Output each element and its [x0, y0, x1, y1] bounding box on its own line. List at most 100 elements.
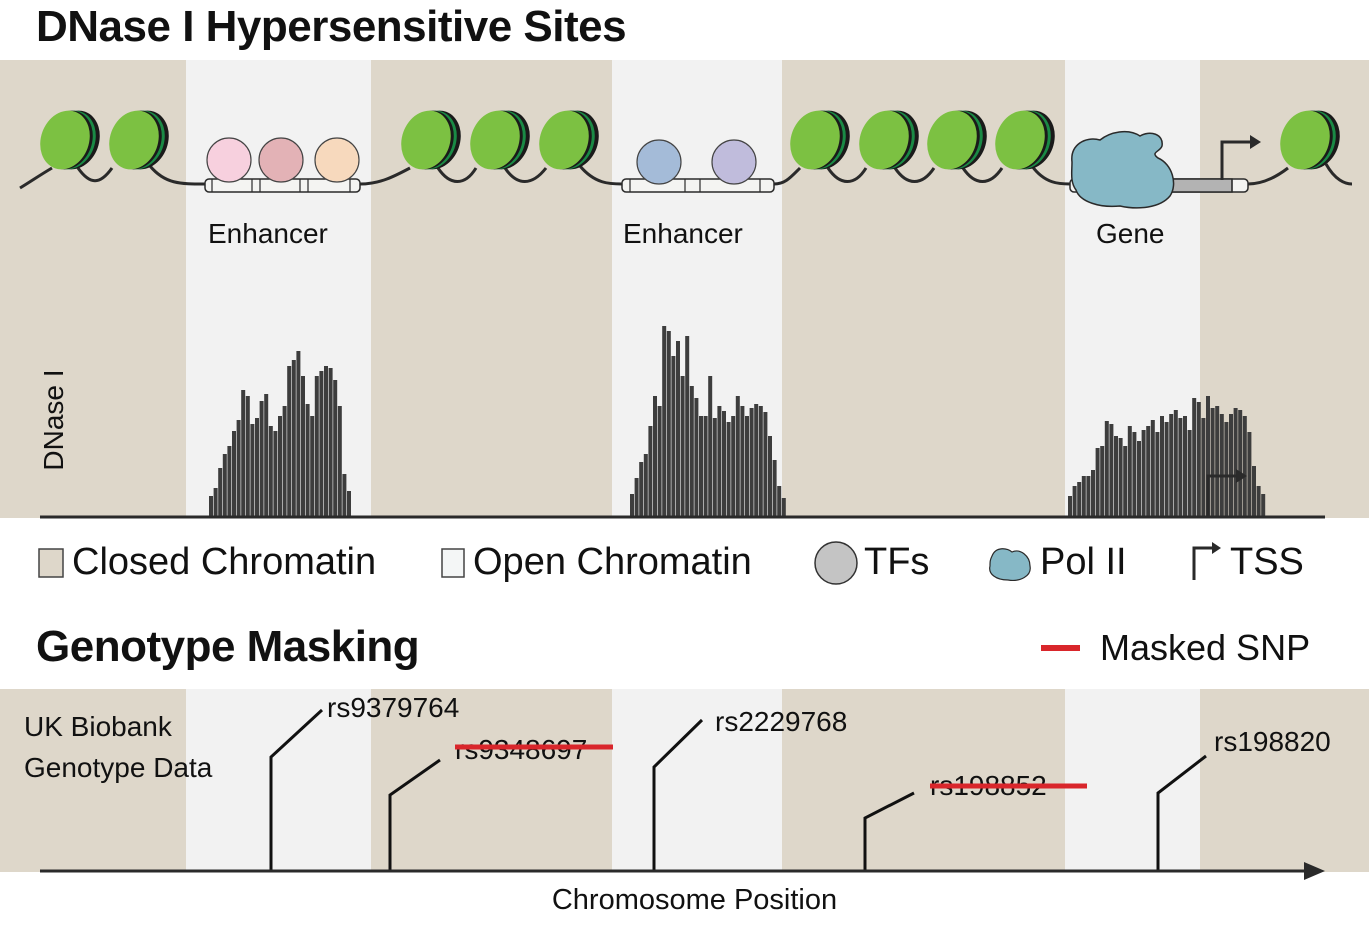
dnase-bar — [1173, 410, 1178, 516]
dnase-bar — [1192, 398, 1197, 516]
dnase-bar — [1229, 414, 1233, 516]
dnase-bar — [314, 376, 319, 516]
dnase-bar — [1081, 476, 1086, 516]
dnase-bar — [666, 331, 671, 516]
legend-polii-label: Pol II — [1040, 541, 1127, 583]
tss-arrow-icon — [1220, 140, 1252, 180]
snp-label: rs9379764 — [327, 692, 460, 723]
closed-region — [0, 689, 186, 872]
nucleosome-icon — [927, 110, 987, 170]
dnase-bar — [268, 426, 273, 516]
dnase-bar — [232, 431, 236, 516]
dnase-bar — [1132, 432, 1137, 516]
snp-stem — [1156, 754, 1207, 871]
dnase-bar — [694, 398, 699, 516]
dnase-bar — [768, 436, 772, 516]
genotype-track-label-line1: UK Biobank — [24, 711, 172, 742]
legend-open-swatch — [441, 548, 465, 578]
nucleosome-icon — [1280, 110, 1340, 170]
dnase-bar — [236, 420, 241, 516]
dnase-bar — [1238, 410, 1243, 516]
dnase-bar — [1164, 422, 1169, 516]
dnase-bar — [1123, 446, 1128, 516]
masked-snp-legend-label: Masked SNP — [1100, 627, 1311, 668]
open-dna-segment — [621, 178, 775, 193]
dnase-bar — [708, 376, 713, 516]
nucleosome-icon — [40, 110, 100, 170]
tf-icon — [636, 139, 682, 185]
region-label-gene: Gene — [1096, 218, 1165, 249]
dnase-bar — [1183, 416, 1187, 516]
dnase-bar — [319, 371, 324, 516]
dnase-bar — [1233, 408, 1238, 516]
closed-region — [782, 689, 1065, 872]
dnase-bar — [1155, 432, 1160, 516]
dnase-bar — [1104, 421, 1109, 516]
dnase-bar — [685, 336, 690, 516]
nucleosome-icon — [470, 110, 530, 170]
dnase-bar — [657, 406, 662, 516]
dnase-bar — [662, 326, 667, 516]
dnase-bar — [648, 426, 653, 516]
snp-stem — [269, 708, 324, 871]
dnase-bar — [634, 478, 639, 516]
dnase-bar — [772, 460, 777, 516]
tf-icon — [711, 139, 757, 185]
dnase-bar — [273, 431, 278, 516]
dnase-bar — [1077, 482, 1082, 516]
dnase-bars — [209, 326, 1266, 516]
dnase-bar — [1137, 441, 1141, 516]
region-label-enhancer-1: Enhancer — [208, 218, 328, 249]
axis-arrowhead — [1304, 862, 1325, 880]
nucleosome-icon — [790, 110, 850, 170]
legend-tss-icon — [1192, 546, 1214, 580]
legend-pol-ii-icon — [989, 548, 1031, 581]
snp-stem — [388, 758, 441, 871]
dnase-bar — [305, 404, 310, 516]
dnase-bar — [689, 386, 694, 516]
dnase-bar — [717, 406, 722, 516]
dnase-bar — [680, 376, 685, 516]
nucleosomes-group — [40, 110, 1340, 170]
dnase-bar — [209, 496, 213, 516]
dnase-bar — [287, 366, 292, 516]
dnase-bar — [763, 412, 768, 516]
dnase-bar — [630, 494, 634, 516]
dnase-bar — [333, 380, 338, 516]
dnase-bar — [653, 396, 657, 516]
tf-icon — [258, 137, 304, 183]
open-region — [612, 689, 782, 872]
nucleosome-icon — [539, 110, 599, 170]
dnase-bar — [1146, 426, 1151, 516]
dnase-bar — [722, 411, 726, 516]
legend-tf-icon — [814, 541, 858, 585]
dna-strand — [19, 163, 1353, 190]
dnase-bar — [726, 422, 731, 516]
pol-ii-icon — [1070, 130, 1175, 209]
nucleosome-icon — [995, 110, 1055, 170]
dnase-bar — [1141, 430, 1146, 516]
legend-tss-label: TSS — [1230, 541, 1304, 583]
dnase-bar — [1201, 418, 1206, 516]
nucleosome-icon — [109, 110, 169, 170]
dnase-bar — [1095, 448, 1100, 516]
open-region — [186, 689, 371, 872]
dnase-bar — [301, 376, 305, 516]
tss-arrow-icon — [1206, 474, 1238, 517]
dnase-bar — [1127, 426, 1132, 516]
dnase-bar — [1086, 476, 1091, 516]
tss-arrowhead — [1236, 469, 1247, 483]
dnase-bar — [1178, 418, 1183, 516]
section-title-dnase: DNase I Hypersensitive Sites — [36, 2, 627, 51]
dnase-bar — [291, 360, 296, 516]
snp-stem — [863, 791, 915, 871]
dnase-bar — [250, 424, 255, 516]
dnase-bar — [676, 341, 680, 516]
dnase-bar — [1247, 432, 1252, 516]
dnase-bar — [1114, 436, 1118, 516]
snp-label-masked: rs198852 — [930, 770, 1047, 801]
tss-arrowhead — [1250, 135, 1261, 149]
dnase-bar — [1196, 402, 1201, 516]
dnase-bar — [740, 406, 745, 516]
